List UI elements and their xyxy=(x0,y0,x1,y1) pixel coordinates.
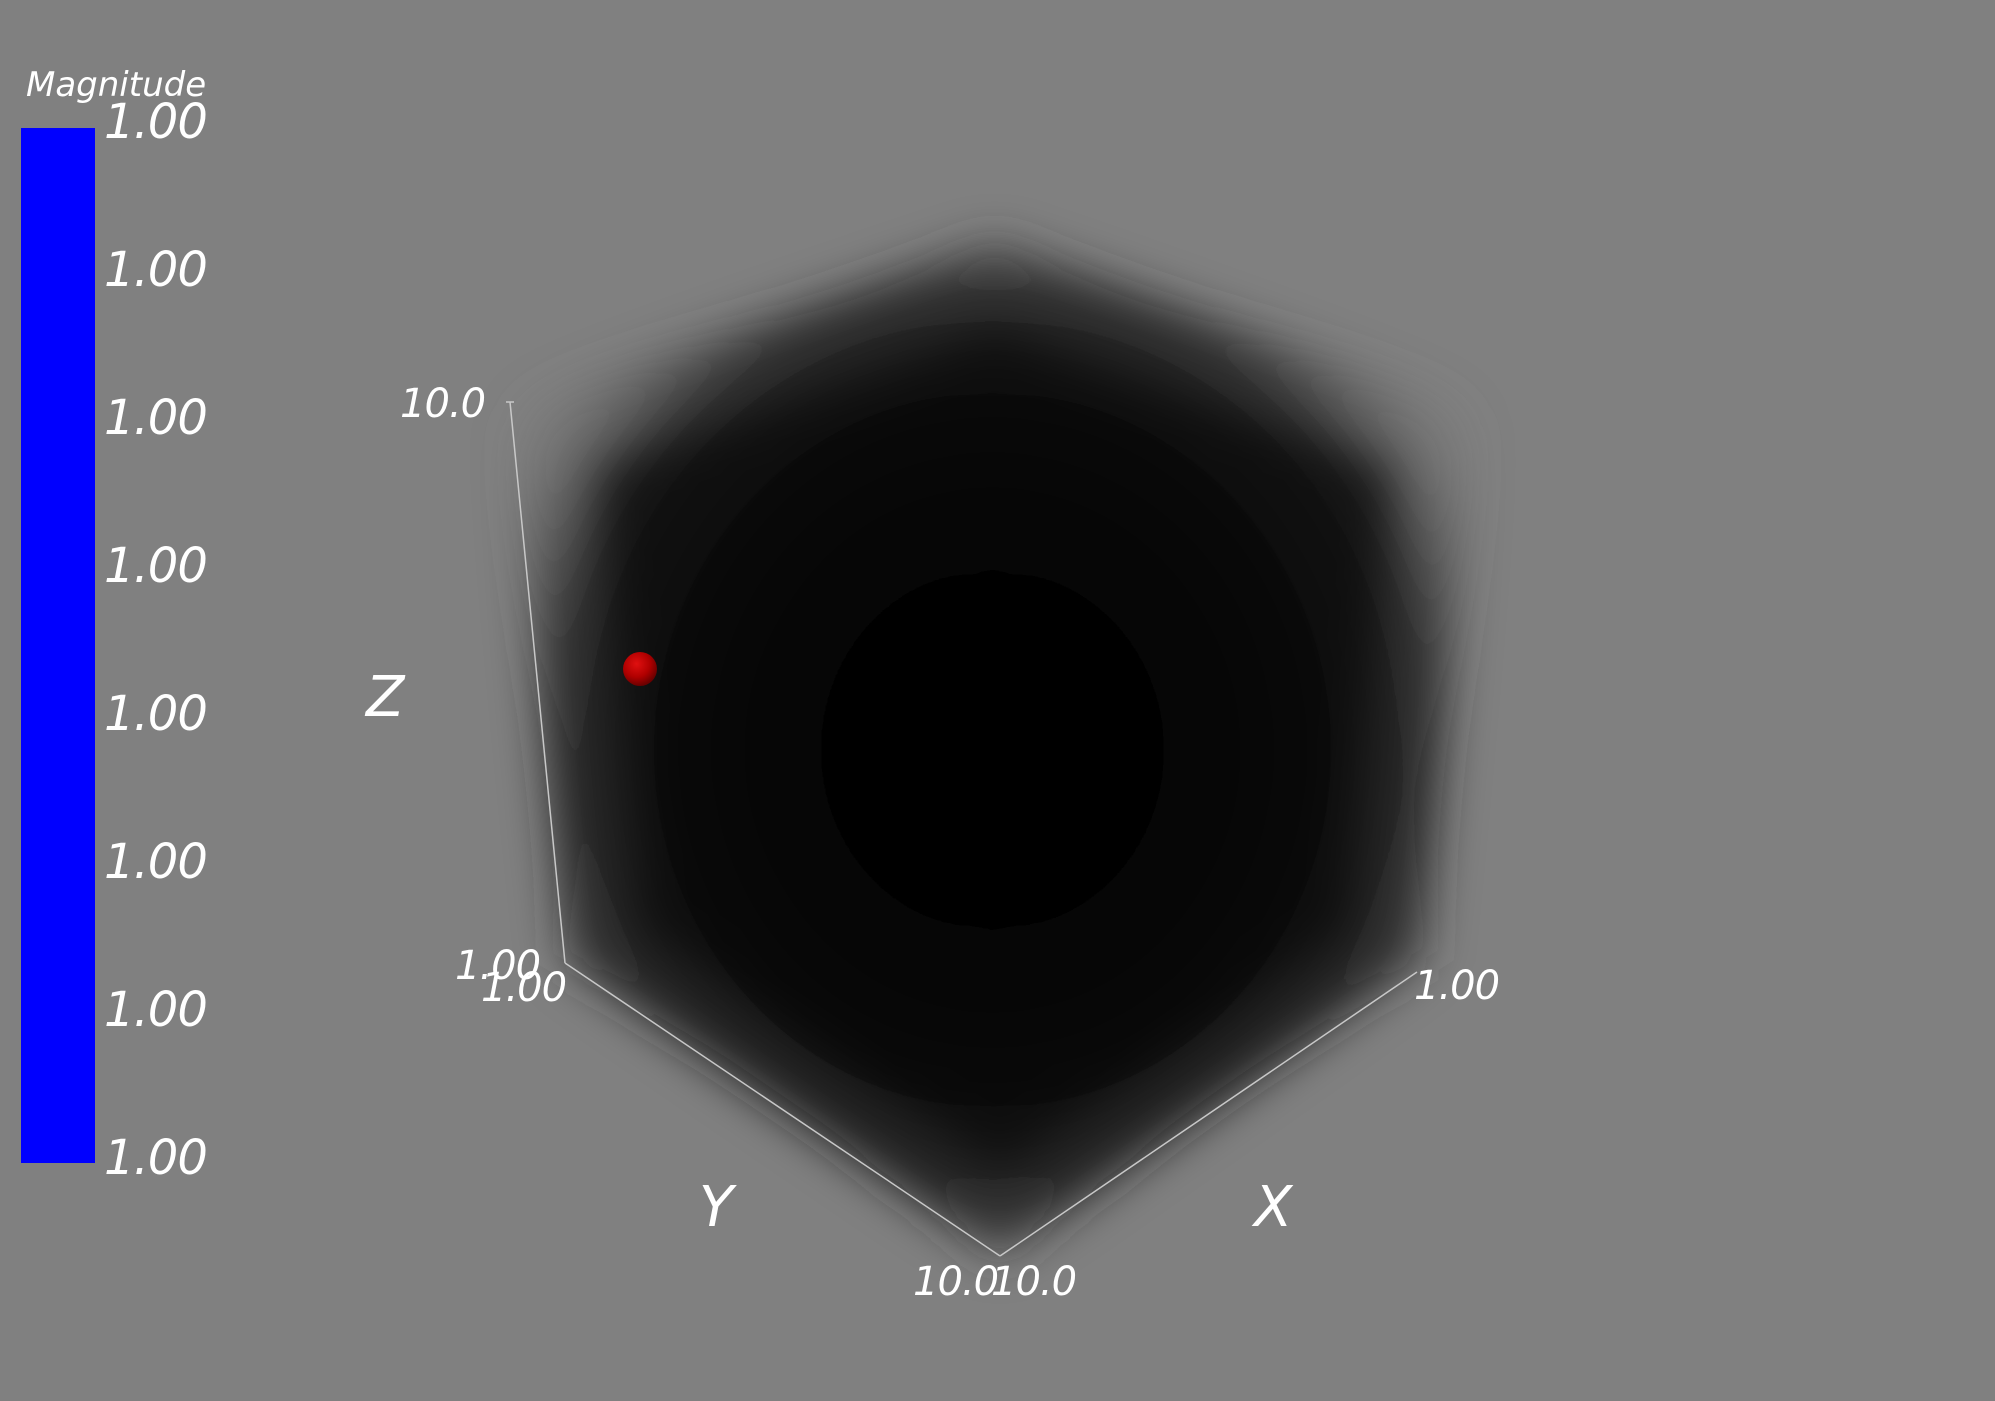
z-axis-label: Z xyxy=(366,665,405,730)
y-axis-min-label: 1.00 xyxy=(481,965,567,1011)
z-axis-line xyxy=(509,401,566,964)
colorbar-tick-label: 1.00 xyxy=(104,242,208,298)
colorbar-tick-label: 1.00 xyxy=(104,390,208,446)
volume-core xyxy=(600,330,1390,1170)
colorbar-tick-label: 1.00 xyxy=(104,834,208,890)
colorbar-tick-label: 1.00 xyxy=(104,94,208,150)
colorbar-tick-label: 1.00 xyxy=(104,686,208,742)
z-axis-min-label: 1.00 xyxy=(455,943,541,989)
y-axis-max-label: 10.0 xyxy=(913,1259,999,1305)
z-axis-max-label: 10.0 xyxy=(400,381,486,427)
marker-sphere[interactable] xyxy=(623,652,657,686)
colorbar-tick-label: 1.00 xyxy=(104,982,208,1038)
colorbar-tick-label: 1.00 xyxy=(104,1130,208,1186)
y-axis-line xyxy=(564,962,1001,1257)
x-axis-min-label: 1.00 xyxy=(1414,963,1500,1009)
x-axis-line xyxy=(999,971,1418,1257)
colorbar-tick-label: 1.00 xyxy=(104,538,208,594)
colorbar xyxy=(21,128,95,1163)
y-axis-label: Y xyxy=(699,1175,734,1240)
x-axis-max-label: 10.0 xyxy=(991,1259,1077,1305)
x-axis-label: X xyxy=(1254,1175,1293,1240)
colorbar-title: Magnitude xyxy=(26,65,207,105)
